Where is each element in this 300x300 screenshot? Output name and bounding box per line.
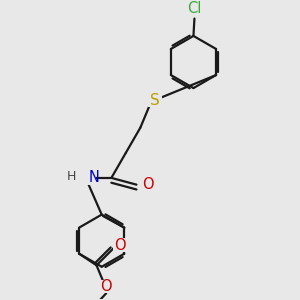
- Bar: [148, 94, 162, 107]
- Bar: [184, 2, 205, 16]
- Text: S: S: [150, 93, 160, 108]
- Text: O: O: [114, 238, 125, 253]
- Text: N: N: [88, 170, 99, 185]
- Bar: [113, 238, 127, 252]
- Text: O: O: [142, 177, 154, 192]
- Text: H: H: [67, 170, 76, 183]
- Text: O: O: [100, 279, 112, 294]
- Bar: [99, 280, 113, 293]
- Text: Cl: Cl: [187, 2, 202, 16]
- Bar: [142, 178, 154, 191]
- Bar: [69, 171, 96, 185]
